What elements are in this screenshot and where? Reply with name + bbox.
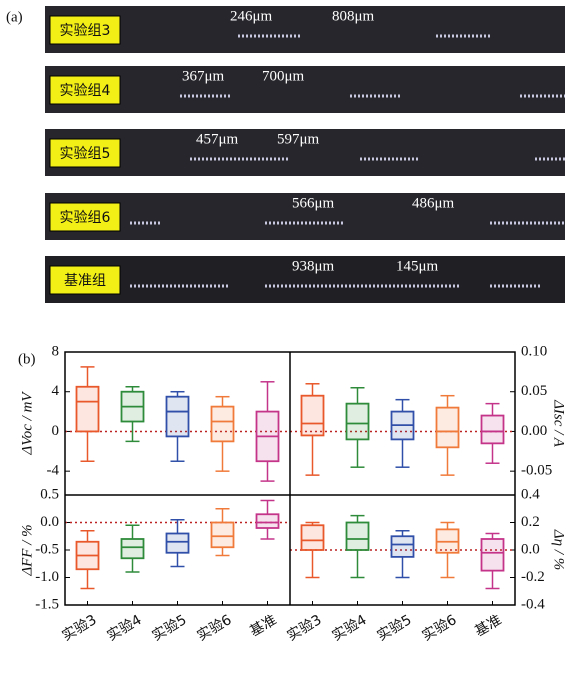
y-tick-label: 0.2 (521, 514, 540, 530)
box (167, 534, 189, 553)
y-tick-label: 0.0 (40, 514, 59, 530)
axis-title: ΔVoc / mV (19, 391, 35, 456)
axis-title: ΔFF / % (19, 524, 35, 576)
box (482, 539, 504, 571)
x-tick-label: 实验5 (375, 612, 415, 644)
x-tick-label: 实验6 (195, 612, 235, 644)
strip-label: 实验组5 (60, 146, 111, 162)
box (437, 408, 459, 448)
x-tick-label: 基准 (472, 611, 505, 640)
box (257, 514, 279, 528)
box (482, 416, 504, 444)
box (212, 407, 234, 442)
strip-label: 基准组 (64, 272, 106, 289)
figure: (a) (b) 实验组3 246μm 808μm 实验组4 367μm 700μm 实验组5… (0, 0, 573, 680)
axis-title: ΔIsc / A (551, 399, 567, 448)
y-tick-label: 4 (52, 383, 60, 399)
y-tick-label: -0.2 (521, 569, 545, 585)
box (347, 404, 369, 440)
x-tick-label: 实验6 (420, 612, 460, 644)
y-tick-label: 0.4 (521, 486, 540, 502)
micrograph (45, 66, 565, 113)
box (212, 523, 234, 548)
x-tick-label: 实验4 (330, 612, 370, 644)
page: (a) (b) 实验组3 246μm 808μm 实验组4 367μm 700μm 实验组5… (0, 0, 573, 680)
y-tick-label: 0.0 (521, 541, 540, 557)
micrograph (45, 6, 565, 53)
x-tick-label: 实验3 (60, 612, 100, 644)
measurement: 486μm (412, 195, 455, 211)
panel-label: (b) (18, 351, 36, 367)
y-tick-label: 0.5 (40, 486, 59, 502)
measurement: 938μm (292, 258, 335, 274)
box (302, 396, 324, 436)
y-tick-label: -0.05 (521, 463, 552, 479)
panel-label: (a) (6, 9, 23, 25)
measurement: 367μm (182, 68, 225, 84)
strip-label: 实验组6 (60, 210, 111, 226)
measurement: 700μm (262, 68, 305, 84)
x-tick-label: 实验5 (150, 612, 190, 644)
y-tick-label: -1.0 (35, 569, 59, 585)
box (122, 539, 144, 558)
measurement: 246μm (230, 8, 273, 24)
y-tick-label: -1.5 (35, 596, 59, 612)
y-tick-label: 0 (52, 423, 60, 439)
x-tick-label: 基准 (247, 611, 280, 640)
strip-label: 实验组3 (60, 23, 111, 39)
x-tick-label: 实验3 (285, 612, 325, 644)
box (392, 536, 414, 557)
measurement: 566μm (292, 195, 335, 211)
box (77, 387, 99, 432)
y-tick-label: 8 (52, 343, 60, 359)
measurement: 597μm (277, 131, 320, 147)
measurement: 145μm (396, 258, 439, 274)
y-tick-label: -0.4 (521, 596, 545, 612)
y-tick-label: 0.00 (521, 423, 547, 439)
box (347, 523, 369, 551)
box (167, 397, 189, 437)
measurement: 457μm (196, 131, 239, 147)
y-tick-label: -0.5 (35, 541, 59, 557)
y-tick-label: -4 (47, 463, 60, 479)
strip-label: 实验组4 (60, 83, 111, 99)
axis-title: Δη / % (551, 529, 567, 570)
box (302, 525, 324, 550)
x-tick-label: 实验4 (105, 612, 145, 644)
y-tick-label: 0.05 (521, 383, 547, 399)
y-tick-label: 0.10 (521, 343, 547, 359)
measurement: 808μm (332, 8, 375, 24)
